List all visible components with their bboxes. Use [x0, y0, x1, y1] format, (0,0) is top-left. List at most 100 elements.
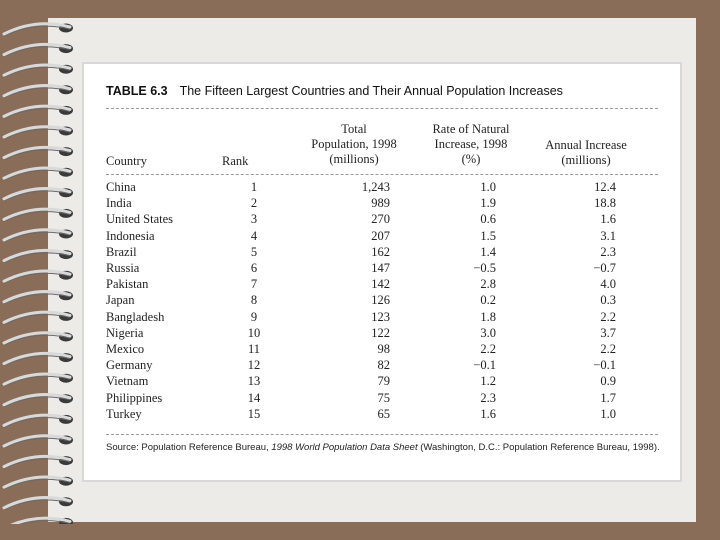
- binding-ring: [2, 372, 73, 387]
- cell-rank: 8: [250, 293, 258, 308]
- cell-increase: 2.2: [600, 309, 616, 324]
- cell-rate: 3.0: [480, 325, 496, 340]
- table-row: Pakistan 7 142 2.8 4.0: [106, 277, 658, 293]
- cell-rank: 15: [247, 406, 261, 421]
- binding-ring: [2, 166, 73, 181]
- cell-rate: 1.8: [480, 309, 496, 324]
- cell-rank: 7: [250, 277, 258, 292]
- cell-population: 123: [371, 309, 390, 324]
- source-suffix: (Washington, D.C.: Population Reference …: [417, 442, 660, 453]
- table-row: Vietnam 13 79 1.2 0.9: [106, 374, 658, 390]
- header-increase: Annual Increase (millions): [530, 138, 642, 168]
- cell-rate: 1.0: [480, 180, 496, 194]
- binding-ring: [2, 228, 73, 243]
- cell-increase: −0.1: [593, 358, 616, 373]
- header-rate-line: Increase, 1998: [434, 137, 508, 151]
- header-population-line: (millions): [329, 152, 379, 166]
- table-title: TABLE 6.3 The Fifteen Largest Countries a…: [106, 84, 563, 98]
- binding-ring: [2, 248, 73, 264]
- divider-header: [106, 174, 658, 175]
- cell-population: 126: [371, 293, 390, 308]
- cell-country: India: [106, 196, 132, 211]
- cell-country: Indonesia: [106, 228, 155, 243]
- divider-top: [106, 108, 658, 109]
- binding-ring: [2, 84, 73, 99]
- cell-rank: 11: [247, 342, 261, 356]
- binding-ring: [2, 63, 73, 78]
- header-rank: Rank: [222, 154, 249, 168]
- cell-rate: 2.8: [480, 277, 496, 292]
- cell-population: 147: [371, 261, 390, 275]
- table-row: Brazil 5 162 1.4 2.3: [106, 245, 658, 261]
- cell-population: 82: [377, 358, 391, 373]
- cell-rank: 1: [250, 180, 258, 194]
- cell-country: Pakistan: [106, 277, 149, 292]
- cell-rank: 6: [250, 261, 258, 275]
- cell-increase: 3.7: [600, 325, 616, 340]
- cell-increase: 0.3: [600, 293, 616, 308]
- table-card: TABLE 6.3 The Fifteen Largest Countries a…: [82, 62, 682, 482]
- table-row: Nigeria 10 122 3.0 3.7: [106, 326, 658, 342]
- cell-population: 65: [377, 406, 391, 421]
- binding-ring: [2, 393, 73, 408]
- cell-rate: 1.6: [480, 406, 496, 421]
- cell-rate: −0.1: [473, 358, 496, 373]
- cell-population: 98: [377, 342, 391, 356]
- table-row: India 2 989 1.9 18.8: [106, 196, 658, 212]
- cell-population: 122: [371, 325, 390, 340]
- cell-country: Brazil: [106, 244, 137, 259]
- cell-rate: −0.5: [473, 261, 496, 275]
- cell-rate: 1.4: [480, 244, 496, 259]
- table-title-text: The Fifteen Largest Countries and Their …: [179, 84, 563, 98]
- table-row: Turkey 15 65 1.6 1.0: [106, 407, 658, 423]
- spiral-binding: [2, 22, 73, 524]
- cell-rank: 2: [250, 196, 258, 211]
- cell-country: United States: [106, 212, 174, 227]
- cell-country: Japan: [106, 293, 135, 308]
- cell-rank: 13: [247, 374, 261, 389]
- cell-increase: 4.0: [600, 277, 616, 292]
- cell-rate: 0.6: [480, 212, 496, 227]
- cell-country: Mexico: [106, 342, 145, 356]
- table-row: Bangladesh 9 123 1.8 2.2: [106, 310, 658, 326]
- cell-rank: 5: [250, 244, 258, 259]
- binding-ring: [10, 516, 73, 524]
- table-row: Philippines 14 75 2.3 1.7: [106, 391, 658, 407]
- cell-rate: 1.2: [480, 374, 496, 389]
- cell-rank: 10: [247, 325, 261, 340]
- binding-ring: [2, 145, 73, 161]
- header-country: Country: [106, 154, 147, 168]
- binding-ring: [2, 496, 73, 511]
- cell-rank: 9: [250, 309, 258, 324]
- cell-population: 75: [377, 390, 391, 405]
- cell-country: Turkey: [106, 406, 142, 421]
- cell-country: Philippines: [106, 390, 163, 405]
- header-increase-line: (millions): [561, 153, 611, 167]
- source-note: Source: Population Reference Bureau, 199…: [106, 442, 666, 455]
- cell-rank: 4: [250, 228, 258, 243]
- binding-ring: [2, 22, 73, 37]
- binding-ring: [2, 42, 73, 58]
- cell-increase: −0.7: [593, 261, 616, 275]
- cell-population: 989: [371, 196, 390, 211]
- divider-bottom: [106, 434, 658, 435]
- binding-ring: [2, 269, 73, 284]
- cell-rate: 1.5: [480, 228, 496, 243]
- header-increase-line: Annual Increase: [545, 138, 627, 152]
- binding-ring: [2, 187, 73, 202]
- cell-country: Germany: [106, 358, 153, 373]
- binding-ring: [2, 207, 73, 222]
- table-row: Mexico 11 98 2.2 2.2: [106, 342, 658, 358]
- binding-ring: [2, 331, 73, 346]
- table-row: Germany 12 82 −0.1 −0.1: [106, 358, 658, 374]
- cell-increase: 2.3: [600, 244, 616, 259]
- binding-ring: [2, 434, 73, 449]
- cell-rank: 14: [247, 390, 261, 405]
- cell-increase: 1.0: [600, 406, 616, 421]
- binding-ring: [2, 454, 73, 470]
- binding-ring: [2, 125, 73, 140]
- cell-rank: 3: [250, 212, 258, 227]
- cell-population: 207: [371, 228, 390, 243]
- cell-increase: 3.1: [600, 228, 616, 243]
- table-row: Indonesia 4 207 1.5 3.1: [106, 229, 658, 245]
